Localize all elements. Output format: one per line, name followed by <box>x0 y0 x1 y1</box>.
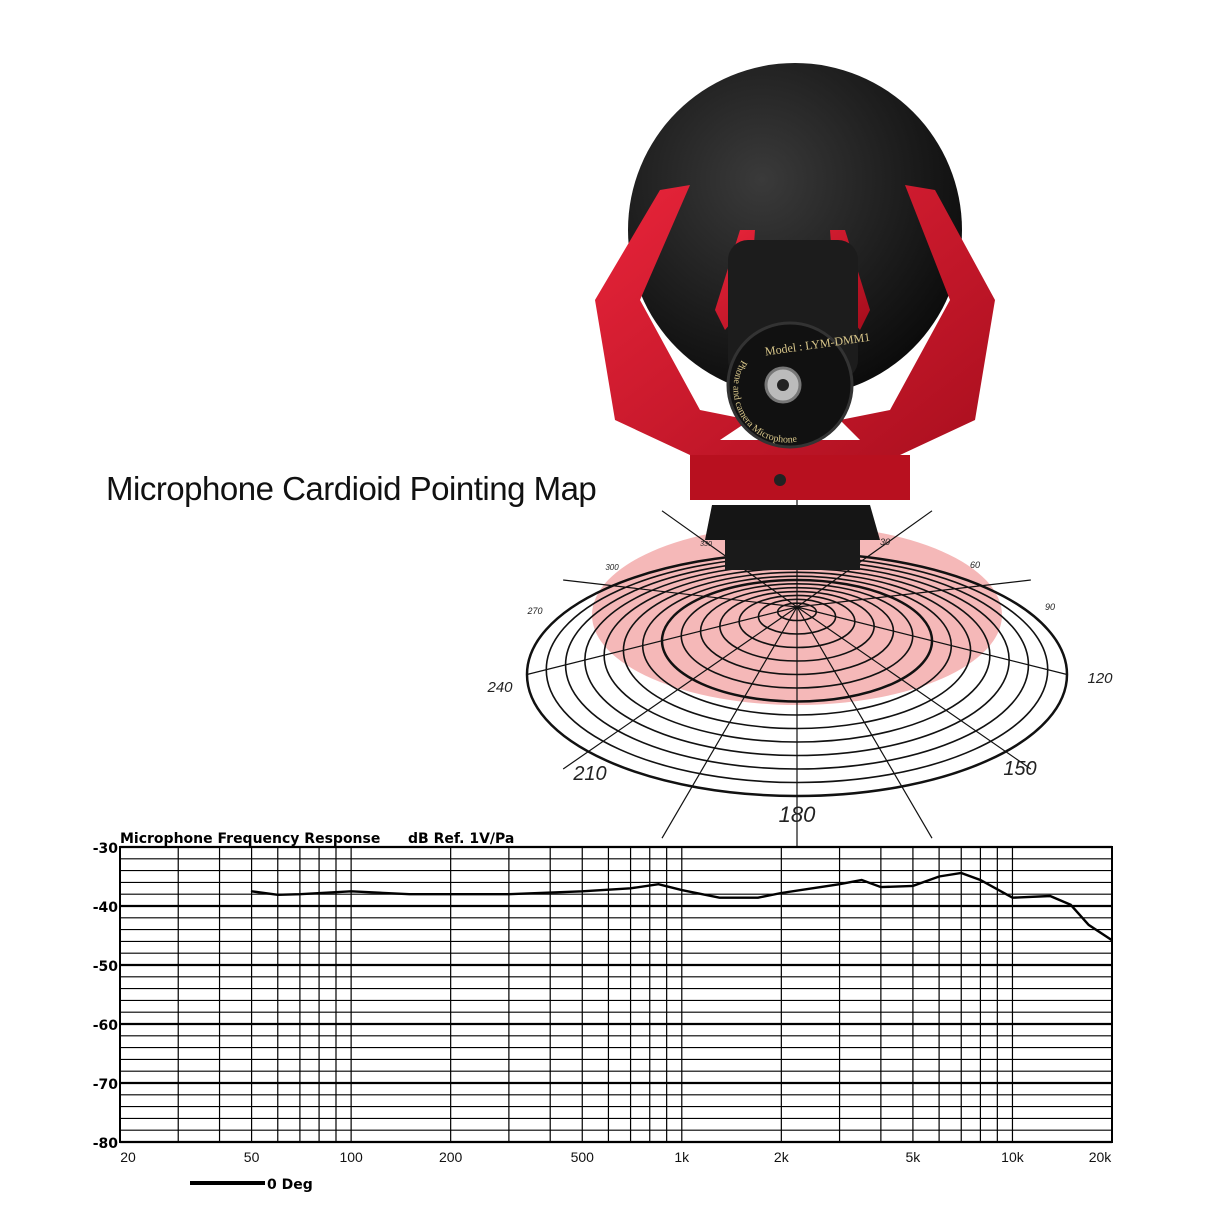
x-tick-label: 20k <box>1089 1149 1113 1165</box>
x-tick-label: 200 <box>439 1149 463 1165</box>
polar-angle-label: 210 <box>572 763 606 785</box>
polar-angle-label: 240 <box>486 679 513 696</box>
x-tick-label: 5k <box>906 1149 922 1165</box>
y-tick-label: -80 <box>93 1136 119 1152</box>
polar-angle-label: 180 <box>779 802 816 827</box>
data-point <box>912 885 914 887</box>
data-point <box>299 893 301 895</box>
polar-spoke <box>796 579 1031 608</box>
data-point <box>1087 924 1090 926</box>
polar-angle-label: 120 <box>1087 670 1113 687</box>
y-tick-label: -60 <box>93 1018 119 1034</box>
data-point <box>1049 895 1051 897</box>
data-point <box>350 890 352 893</box>
polar-angle-label: 90 <box>1045 602 1055 612</box>
x-tick-label: 20 <box>120 1149 136 1165</box>
data-point <box>880 886 882 888</box>
x-tick-label: 2k <box>774 1149 790 1165</box>
data-point <box>960 872 963 874</box>
data-point <box>408 893 411 895</box>
polar-angle-label: 330 <box>700 541 712 548</box>
polar-angle-label: 150 <box>1003 758 1036 780</box>
data-point <box>780 892 783 894</box>
data-point <box>838 883 841 885</box>
headline: Microphone Cardioid Pointing Map <box>106 470 597 507</box>
shock-mount-frame <box>595 185 995 500</box>
data-point <box>979 879 982 881</box>
data-point <box>757 896 759 899</box>
data-point <box>938 875 940 878</box>
data-point <box>718 896 721 899</box>
x-tick-label: 50 <box>244 1149 260 1165</box>
x-tick-label: 100 <box>339 1149 363 1165</box>
data-point <box>276 893 279 896</box>
data-point <box>657 883 660 885</box>
polar-spoke <box>796 606 1068 676</box>
polar-spoke <box>796 606 933 839</box>
x-tick-label: 500 <box>571 1149 595 1165</box>
x-tick-label: 1k <box>674 1149 690 1165</box>
y-tick-label: -40 <box>93 900 119 916</box>
data-point <box>629 887 632 890</box>
polar-spoke <box>526 606 798 676</box>
data-point <box>1011 896 1014 899</box>
y-tick-label: -50 <box>93 959 119 975</box>
y-axis-unit-label: dB Ref. 1V/Pa <box>408 831 514 847</box>
plot-area <box>119 846 1113 1143</box>
windscreen-foam <box>628 63 962 397</box>
data-point <box>508 893 510 895</box>
polar-spoke <box>796 510 933 608</box>
x-tick-label: 10k <box>1001 1149 1025 1165</box>
data-point <box>581 890 584 893</box>
polar-spoke <box>563 579 798 608</box>
data-point <box>1069 904 1072 906</box>
polar-spoke <box>562 606 798 770</box>
polar-spoke <box>796 606 1032 770</box>
polar-angle-label: 30 <box>880 537 890 547</box>
polar-angle-label: 270 <box>526 606 542 616</box>
hot-shoe-base <box>705 505 880 540</box>
y-tick-label: -70 <box>93 1077 119 1093</box>
series-line-0-deg <box>251 871 1113 942</box>
chart-title: Microphone Frequency Response <box>120 831 380 847</box>
polar-spoke <box>661 606 798 839</box>
mount-screw-hole <box>774 474 786 486</box>
data-point <box>680 889 683 891</box>
data-point <box>860 879 863 881</box>
polar-angle-label: 300 <box>605 563 619 572</box>
data-point <box>449 893 452 895</box>
polar-angle-label: 60 <box>970 560 980 570</box>
data-point <box>1111 939 1113 942</box>
data-point <box>250 890 253 893</box>
y-tick-label: -30 <box>93 841 119 857</box>
legend-label: 0 Deg <box>267 1177 313 1193</box>
microphone-image: Model : LYM-DMM1 Phone and camera Microp… <box>595 63 995 570</box>
